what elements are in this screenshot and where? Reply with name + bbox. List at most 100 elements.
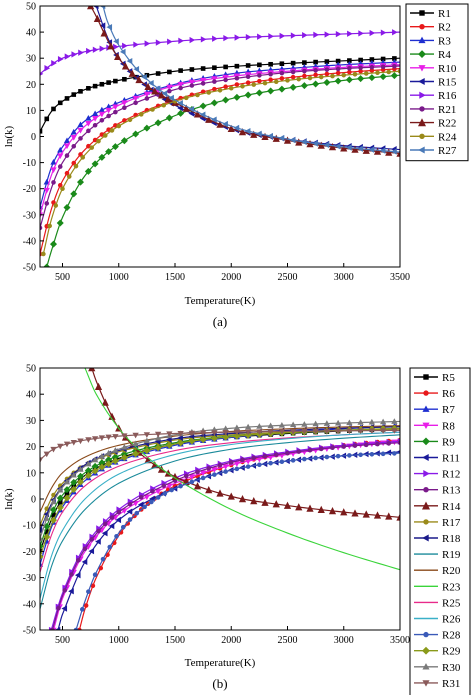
data-point	[345, 76, 353, 84]
legend-marker	[422, 646, 430, 655]
data-point	[50, 498, 57, 505]
data-point	[108, 522, 115, 530]
data-point	[157, 91, 166, 99]
data-point	[368, 428, 376, 434]
legend-marker	[418, 77, 425, 86]
legend-item-r5: R5	[414, 372, 455, 384]
data-point	[44, 116, 50, 122]
data-point	[167, 69, 172, 75]
data-point	[40, 553, 44, 561]
data-point	[189, 67, 195, 72]
data-point	[256, 423, 263, 429]
data-point	[102, 521, 108, 527]
y-tick-label: -20	[23, 547, 36, 558]
series-markers-r10	[40, 62, 398, 219]
data-point	[206, 466, 212, 471]
data-point	[51, 200, 56, 205]
data-point	[43, 533, 51, 541]
data-point	[302, 60, 307, 65]
chart-panel-a: 500 1000 1500 2000 2500 3000 3500-50-40-30-20-…	[3, 2, 469, 329]
y-tick-label: -40	[23, 236, 36, 247]
data-point	[306, 504, 314, 512]
series-line-r26	[40, 431, 400, 599]
data-point	[86, 589, 91, 594]
data-point	[71, 143, 77, 149]
data-point	[122, 42, 128, 49]
data-point	[357, 75, 365, 83]
data-point	[167, 38, 173, 45]
data-point	[334, 419, 342, 426]
legend-item-r18: R18	[414, 533, 461, 545]
x-axis-label: Temperature(K)	[185, 295, 256, 307]
data-point	[54, 626, 61, 630]
legend-item-r23: R23	[414, 581, 461, 593]
data-point	[112, 104, 119, 111]
data-point	[267, 429, 274, 435]
series-group	[40, 6, 400, 267]
data-point	[335, 70, 341, 76]
y-tick-label: 20	[26, 442, 36, 453]
legend-marker	[419, 133, 425, 140]
data-point	[285, 450, 290, 456]
data-point	[188, 430, 196, 437]
data-point	[57, 153, 64, 160]
data-point	[43, 187, 50, 194]
data-point	[57, 164, 63, 169]
data-point	[290, 32, 297, 39]
data-point	[222, 464, 229, 470]
data-point	[313, 455, 318, 461]
data-point	[62, 588, 68, 593]
data-point	[105, 148, 113, 156]
x-tick-label: 500	[55, 635, 70, 646]
series-line-r23	[84, 368, 400, 571]
data-point	[340, 144, 348, 152]
data-point	[358, 452, 363, 458]
data-point	[256, 429, 263, 436]
data-point	[164, 95, 172, 103]
data-point	[313, 72, 318, 78]
data-point	[132, 440, 139, 447]
data-point	[379, 73, 387, 81]
legend-item-r16: R16	[410, 90, 457, 102]
data-point	[228, 460, 234, 465]
data-point	[217, 462, 223, 468]
data-point	[43, 178, 50, 185]
y-tick-label: 10	[26, 468, 36, 479]
data-point	[96, 138, 101, 144]
data-point	[56, 605, 61, 611]
series-line-r11	[57, 451, 400, 630]
data-point	[51, 180, 56, 185]
data-point	[177, 434, 183, 442]
plot-frame	[39, 5, 401, 268]
data-point	[296, 449, 302, 454]
data-point	[80, 607, 85, 612]
data-point	[76, 178, 85, 186]
y-tick-label: 50	[26, 2, 36, 13]
data-point	[40, 534, 44, 541]
legend-label: R31	[442, 678, 460, 690]
data-point	[143, 91, 151, 98]
data-point	[312, 420, 319, 427]
data-point	[69, 572, 74, 577]
data-point	[43, 263, 51, 267]
data-point	[132, 95, 139, 102]
data-point	[91, 160, 99, 168]
data-point	[193, 110, 202, 118]
y-tick-label: -40	[23, 599, 36, 610]
data-point	[347, 453, 352, 458]
data-point	[99, 45, 106, 52]
x-tick-label: 3500	[390, 272, 410, 283]
data-point	[199, 470, 207, 477]
data-point	[223, 77, 228, 83]
data-point	[51, 106, 56, 112]
data-point	[283, 501, 292, 509]
data-point	[391, 418, 398, 424]
data-point	[53, 203, 59, 208]
data-point	[223, 469, 228, 474]
data-point	[306, 140, 314, 148]
data-point	[279, 32, 286, 40]
data-point	[132, 500, 139, 507]
data-point	[324, 67, 330, 72]
data-point	[340, 508, 348, 516]
data-point	[379, 428, 387, 434]
